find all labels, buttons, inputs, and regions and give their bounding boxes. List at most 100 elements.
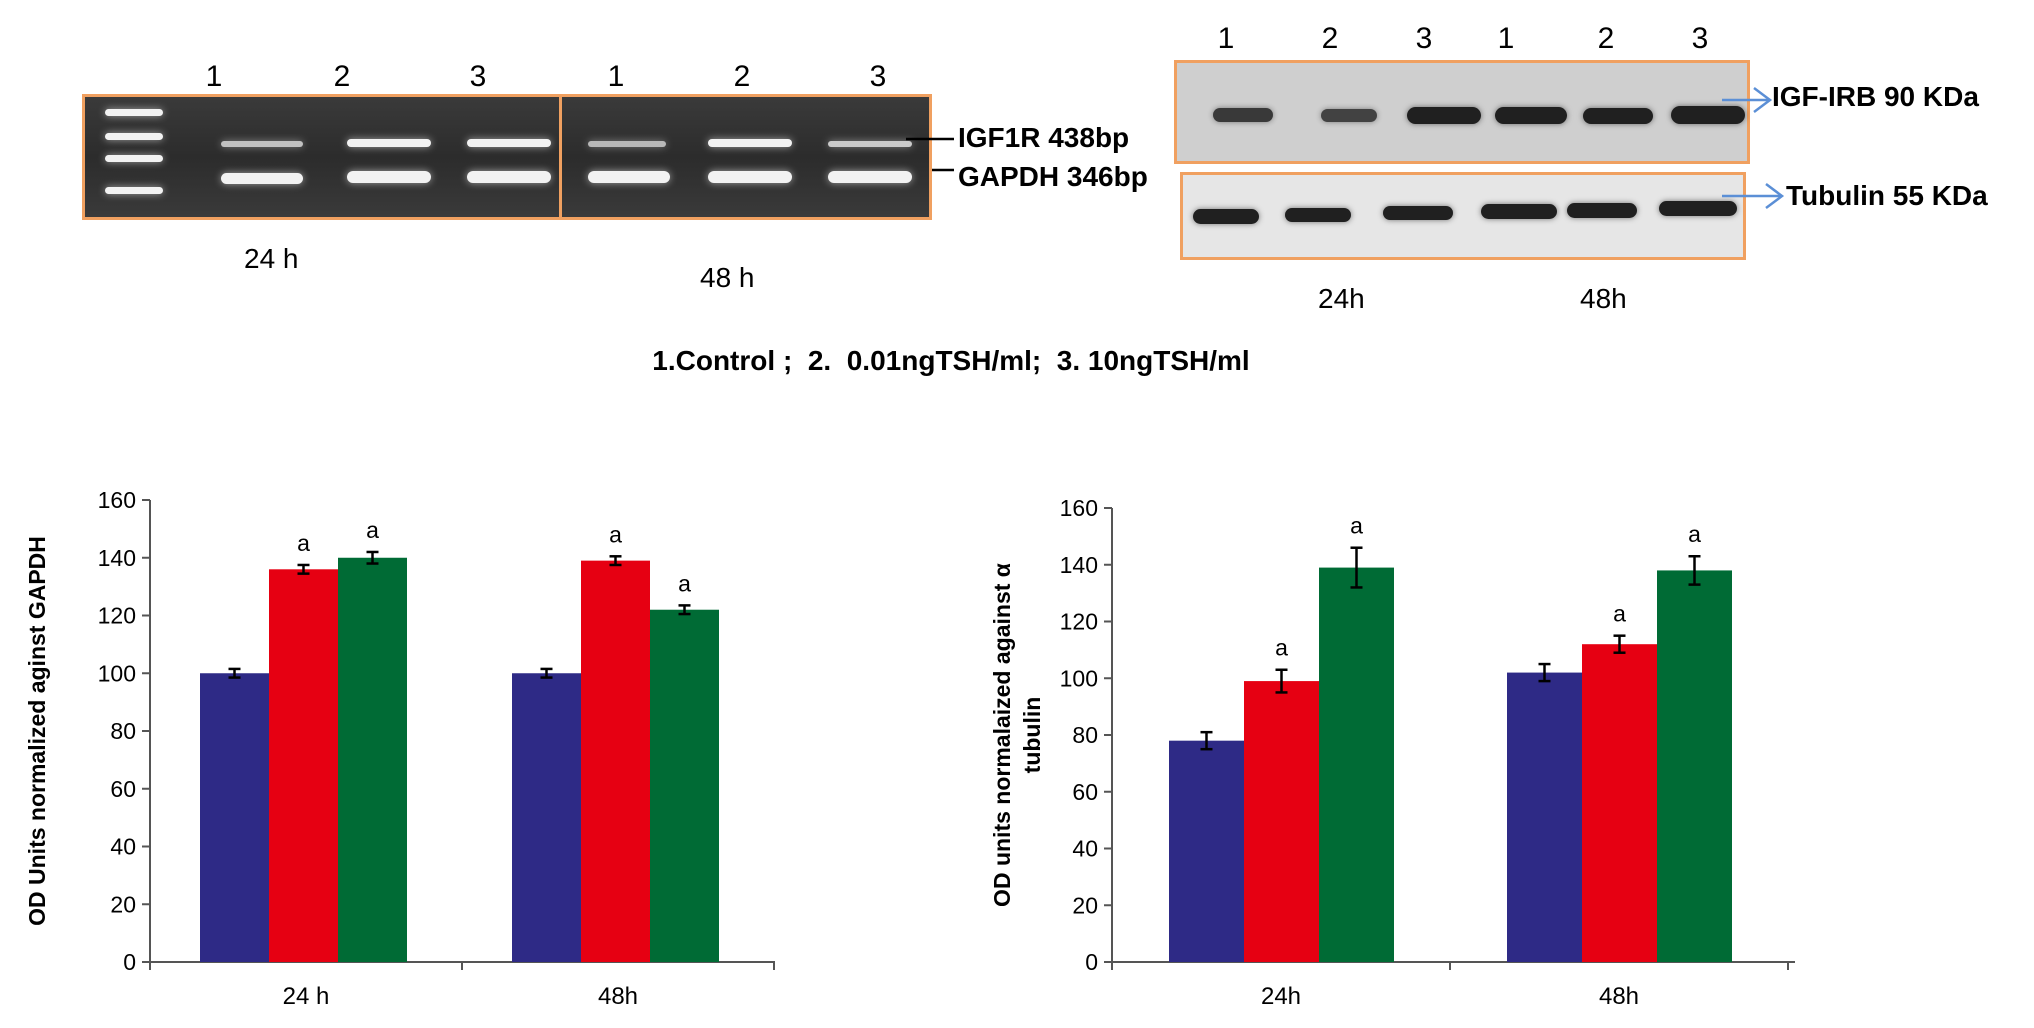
x-category-label: 48h — [598, 983, 638, 1010]
blot-lane-label: 1 — [1497, 22, 1515, 55]
y-tick-label: 140 — [1060, 552, 1098, 578]
bar-0-01ngtsh-ml — [1244, 681, 1319, 962]
gel-lane-label: 2 — [733, 60, 751, 93]
ladder-band — [105, 155, 163, 162]
gel-time-label-48h: 48 h — [700, 262, 755, 293]
gel-marker-lines — [906, 137, 954, 172]
y-tick-label: 120 — [98, 603, 136, 629]
significance-label: a — [366, 517, 379, 543]
gapdh-band — [347, 171, 431, 183]
chart-igf-irb-protein: 0 20 40 60 80 100 120 140 160 a a 24h a a 48h OD units … — [989, 495, 1795, 1010]
y-tick-label: 80 — [110, 718, 136, 744]
gel-lane-label: 2 — [333, 60, 351, 93]
y-tick-label: 40 — [1072, 836, 1098, 862]
y-axis-label: OD Units normalized aginst GAPDH — [24, 536, 50, 926]
igf1r-band — [708, 139, 792, 147]
y-tick-label: 0 — [1085, 949, 1098, 975]
gapdh-band — [708, 171, 792, 183]
igf1r-band — [221, 141, 303, 147]
y-tick-label: 40 — [110, 834, 136, 860]
y-tick-label: 60 — [110, 776, 136, 802]
bar-0-01ngtsh-ml — [581, 560, 650, 962]
x-category-label: 24 h — [283, 983, 330, 1010]
gel-lane-label: 1 — [607, 60, 625, 93]
bar-control — [1507, 672, 1582, 962]
ladder-band — [105, 109, 163, 116]
gel-lane-label: 3 — [869, 60, 887, 93]
gapdh-band — [828, 171, 912, 183]
igf1r-band — [828, 141, 912, 147]
tubulin-band — [1567, 203, 1637, 218]
gapdh-band — [467, 171, 551, 183]
igf-irb-band-label: IGF-IRB 90 KDa — [1772, 81, 1979, 112]
chart-igf1r-mrna: 0 20 40 60 80 100 120 140 160 a a 24 h a a 48h OD Units… — [24, 487, 775, 1010]
blot-arrows — [1722, 87, 1785, 209]
blot-lane-label: 1 — [1217, 22, 1235, 55]
blot-time-label-24h: 24h — [1318, 283, 1365, 314]
gel-image-24h — [82, 94, 562, 220]
igf1r-band — [588, 141, 666, 147]
bar-control — [1169, 740, 1244, 962]
tubulin-band — [1659, 201, 1737, 216]
y-tick-label: 100 — [1060, 665, 1098, 691]
gel-image-48h — [559, 94, 932, 220]
y-tick-label: 0 — [123, 949, 136, 975]
y-tick-label: 20 — [110, 891, 136, 917]
gel-time-label-24h: 24 h — [244, 243, 299, 274]
igf-irb-band — [1213, 108, 1273, 122]
igf1r-band — [467, 139, 551, 147]
gapdh-band-label: GAPDH 346bp — [958, 161, 1148, 192]
blot-lane-label: 2 — [1321, 22, 1339, 55]
igf-irb-band — [1321, 109, 1377, 122]
igf-irb-band — [1407, 107, 1481, 124]
igf1r-band — [347, 139, 431, 147]
y-tick-label: 140 — [98, 545, 136, 571]
gel-lane-label: 1 — [205, 60, 223, 93]
y-tick-label: 100 — [98, 660, 136, 686]
bar-10ngtsh-ml — [338, 557, 407, 962]
significance-label: a — [1613, 601, 1626, 627]
x-category-label: 24h — [1261, 983, 1301, 1010]
bar-10ngtsh-ml — [650, 609, 719, 962]
bar-control — [512, 673, 581, 962]
significance-label: a — [1275, 635, 1288, 661]
significance-label: a — [1350, 513, 1363, 539]
ladder-band — [105, 187, 163, 194]
significance-label: a — [609, 521, 622, 547]
tubulin-band — [1481, 204, 1557, 219]
y-axis-label: OD units normalaized against α — [989, 563, 1015, 907]
igf-irb-band — [1495, 107, 1567, 124]
tubulin-band — [1285, 208, 1351, 222]
y-axis-label: tubulin — [1019, 697, 1045, 774]
bar-10ngtsh-ml — [1319, 567, 1394, 962]
y-tick-label: 160 — [1060, 495, 1098, 521]
y-tick-label: 120 — [1060, 609, 1098, 635]
blot-image-tubulin — [1180, 172, 1746, 260]
arrow-head-icon — [1765, 183, 1785, 209]
tubulin-band — [1193, 209, 1259, 224]
y-tick-label: 80 — [1072, 722, 1098, 748]
x-category-label: 48h — [1599, 983, 1639, 1010]
y-tick-label: 20 — [1072, 892, 1098, 918]
y-tick-label: 60 — [1072, 779, 1098, 805]
igf-irb-band — [1671, 106, 1745, 124]
bar-10ngtsh-ml — [1657, 570, 1732, 962]
igf1r-band-label: IGF1R 438bp — [958, 122, 1130, 153]
ladder-band — [105, 133, 163, 140]
gel-lane-label: 3 — [469, 60, 487, 93]
bar-control — [200, 673, 269, 962]
blot-lane-label: 3 — [1415, 22, 1433, 55]
tubulin-band — [1383, 206, 1453, 220]
bar-0-01ngtsh-ml — [1582, 644, 1657, 962]
gapdh-band — [221, 173, 303, 184]
blot-image-igf-irb — [1174, 60, 1750, 164]
significance-label: a — [297, 530, 310, 556]
bar-0-01ngtsh-ml — [269, 569, 338, 962]
y-tick-label: 160 — [98, 487, 136, 513]
gapdh-band — [588, 171, 670, 183]
significance-label: a — [1688, 521, 1701, 547]
treatment-legend: 1.Control ; 2. 0.01ngTSH/ml; 3. 10ngTSH/… — [652, 345, 1250, 376]
igf-irb-band — [1583, 108, 1653, 124]
significance-label: a — [678, 570, 691, 596]
blot-lane-label: 2 — [1597, 22, 1615, 55]
